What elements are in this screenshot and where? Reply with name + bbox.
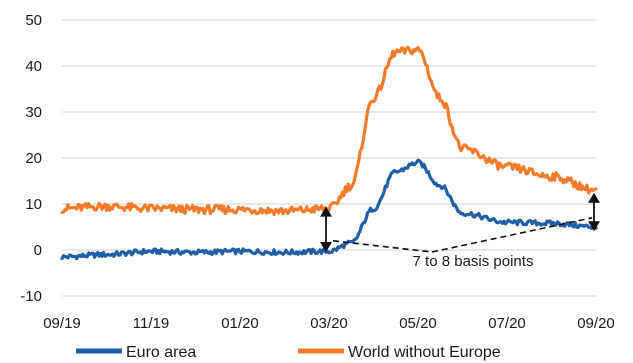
y-tick-label: 20 xyxy=(25,150,42,167)
annotation-label-background xyxy=(392,253,554,270)
annotation-label: 7 to 8 basis points xyxy=(413,253,534,270)
arrow-head xyxy=(320,206,332,217)
arrow-head xyxy=(588,221,600,232)
arrow-head xyxy=(588,192,600,203)
annotation: 7 to 8 basis points xyxy=(320,192,600,270)
double-arrow-icon xyxy=(588,192,600,232)
legend-label-euro-area: Euro area xyxy=(126,344,196,361)
legend-label-world-without-europe: World without Europe xyxy=(348,344,501,361)
x-tick-label: 07/20 xyxy=(488,315,526,332)
y-tick-label: 10 xyxy=(25,196,42,213)
x-tick-label: 11/19 xyxy=(133,315,169,332)
y-axis-ticks: -10 0 10 20 30 40 50 xyxy=(20,12,42,305)
series-line-euro-area xyxy=(60,158,598,261)
x-axis-ticks: 09/19 11/19 01/20 03/20 05/20 07/20 09/20 xyxy=(43,315,615,332)
double-arrow-icon xyxy=(320,206,332,252)
y-tick-label: 40 xyxy=(25,58,42,75)
x-tick-label: 09/20 xyxy=(577,315,615,332)
x-tick-label: 09/19 xyxy=(43,315,81,332)
annotation-dashed-line xyxy=(431,217,593,253)
x-tick-label: 01/20 xyxy=(221,315,259,332)
y-tick-label: 0 xyxy=(34,242,42,259)
y-tick-label: -10 xyxy=(20,288,42,305)
y-tick-label: 30 xyxy=(25,104,42,121)
arrow-head xyxy=(320,242,332,252)
legend: Euro area World without Europe xyxy=(76,344,501,361)
y-tick-label: 50 xyxy=(25,12,42,29)
annotation-dashed-line xyxy=(332,240,433,253)
series-lines xyxy=(60,45,598,261)
x-tick-label: 05/20 xyxy=(399,315,437,332)
x-tick-label: 03/20 xyxy=(310,315,348,332)
series-line-world-without-europe xyxy=(60,45,598,217)
